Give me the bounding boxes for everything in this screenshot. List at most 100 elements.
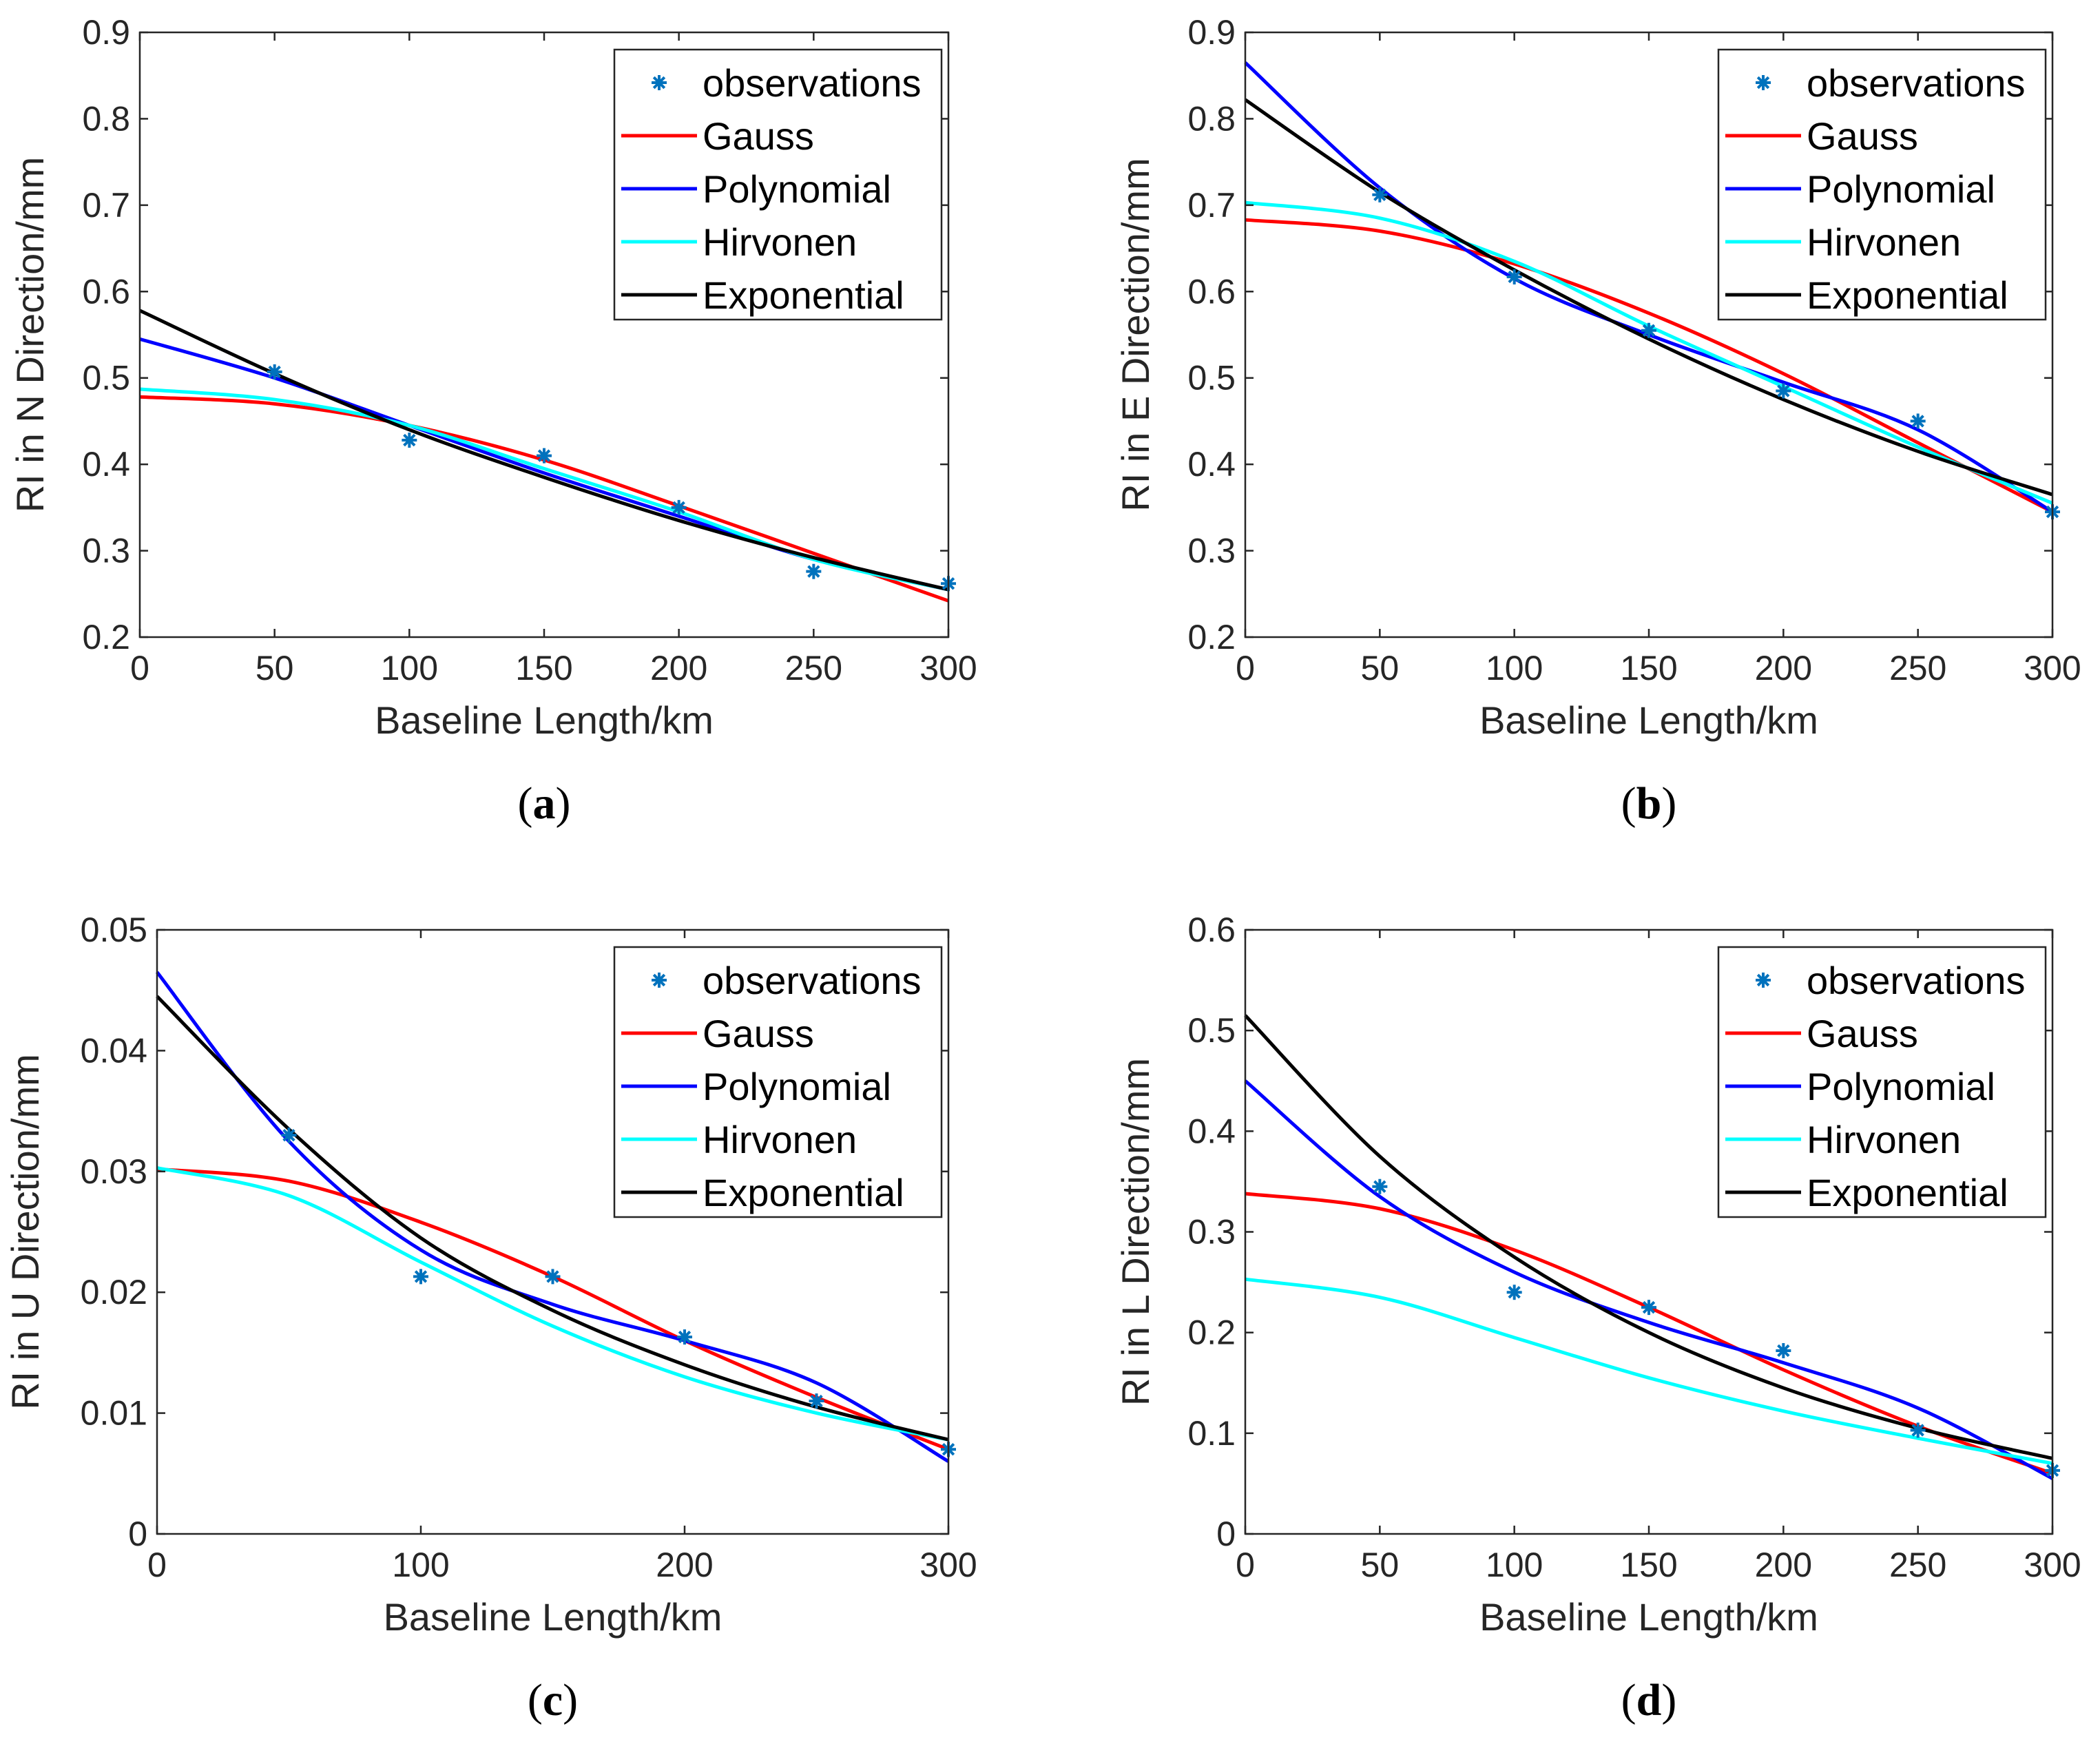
x-axis-label: Baseline Length/km xyxy=(1479,698,1818,742)
series-line-hirvonen xyxy=(1245,1277,2053,1466)
caption-letter: b xyxy=(1636,778,1662,829)
observation-point xyxy=(1910,1422,1926,1438)
y-tick-label: 0 xyxy=(128,1515,147,1553)
observation-star-stroke xyxy=(678,1330,692,1344)
legend-label: Hirvonen xyxy=(703,220,857,264)
x-tick-label: 50 xyxy=(1361,649,1400,687)
observation-point xyxy=(677,1329,692,1345)
series-line-gauss xyxy=(1245,218,2054,514)
legend-label: Hirvonen xyxy=(703,1118,857,1161)
observation-star-stroke xyxy=(1642,1300,1656,1314)
subplot-a: 0 50 100 150 200 250 300 0.2 0.3 0.4 0.5 0.6 0.7 0.8 0… xyxy=(8,13,977,829)
legend-marker-observations xyxy=(1756,75,1771,90)
x-tick-label: 50 xyxy=(1361,1546,1400,1584)
observation-star-stroke xyxy=(1373,1180,1386,1193)
y-tick-label: 0.04 xyxy=(81,1031,147,1070)
x-tick-label: 200 xyxy=(1755,1546,1812,1584)
observation-point xyxy=(1372,187,1388,202)
legend-label: Exponential xyxy=(1807,273,2008,317)
x-tick-label: 150 xyxy=(1620,649,1677,687)
y-tick-label: 0.9 xyxy=(1187,13,1236,52)
observation-star-stroke xyxy=(1508,270,1521,284)
legend-label: Polynomial xyxy=(1807,1065,1995,1108)
legend-label: Gauss xyxy=(703,114,814,158)
y-tick-label: 0.7 xyxy=(1187,186,1236,225)
series-line-polynomial xyxy=(156,970,950,1463)
caption-paren: ) xyxy=(556,778,571,829)
y-tick-label: 0.7 xyxy=(82,186,130,225)
y-tick-label: 0.3 xyxy=(82,532,130,570)
y-tick-label: 0.5 xyxy=(1187,359,1236,397)
observation-star-stroke xyxy=(537,449,551,462)
caption-paren: ( xyxy=(528,1675,543,1725)
x-tick-label: 100 xyxy=(392,1546,449,1584)
x-axis-label: Baseline Length/km xyxy=(1479,1595,1818,1639)
observation-star-stroke xyxy=(1777,384,1790,397)
subplot-caption: (b) xyxy=(1621,778,1677,829)
legend-label: Gauss xyxy=(703,1012,814,1055)
observation-star-stroke xyxy=(1508,1286,1521,1299)
legend: observations Gauss Polynomial Hirvonen Expon… xyxy=(1717,48,2047,321)
observation-point xyxy=(413,1269,428,1285)
y-tick-label: 0.6 xyxy=(1187,272,1236,311)
x-tick-label: 0 xyxy=(1236,1546,1255,1584)
legend-label: Gauss xyxy=(1807,114,1918,158)
x-axis-label: Baseline Length/km xyxy=(375,698,714,742)
observation-star-stroke xyxy=(1911,1424,1924,1437)
legend-label: Exponential xyxy=(703,1171,904,1214)
subplot-caption: (d) xyxy=(1621,1675,1677,1725)
legend-box xyxy=(1717,946,2047,1218)
observation-point xyxy=(806,563,822,579)
observation-point xyxy=(1910,413,1926,429)
legend-label: Polynomial xyxy=(1807,167,1995,211)
caption-paren: ) xyxy=(1661,778,1676,829)
observation-point xyxy=(402,433,417,448)
y-tick-label: 0.05 xyxy=(81,911,147,949)
legend: observations Gauss Polynomial Hirvonen Expon… xyxy=(613,48,943,321)
y-tick-label: 0.1 xyxy=(1187,1414,1236,1453)
y-tick-label: 0.03 xyxy=(81,1152,147,1191)
x-tick-label: 150 xyxy=(1620,1546,1677,1584)
legend-marker-observations xyxy=(652,75,667,90)
observation-point xyxy=(1506,1285,1522,1300)
observation-star-stroke xyxy=(268,365,281,379)
caption-letter: c xyxy=(543,1675,563,1725)
x-tick-label: 100 xyxy=(1486,649,1543,687)
y-axis-label: RI in E Direction/mm xyxy=(1114,158,1157,511)
observation-star-stroke xyxy=(810,1394,823,1408)
legend-box xyxy=(1717,48,2047,321)
legend-label: Exponential xyxy=(1807,1171,2008,1214)
legend-label: Exponential xyxy=(703,273,904,317)
x-tick-label: 200 xyxy=(1755,649,1812,687)
y-tick-label: 0.3 xyxy=(1187,532,1236,570)
y-tick-label: 0.2 xyxy=(1187,1313,1236,1352)
caption-paren: ( xyxy=(1621,1675,1636,1725)
x-tick-label: 0 xyxy=(130,649,149,687)
y-axis-label: RI in L Direction/mm xyxy=(1114,1058,1157,1406)
y-tick-label: 0.2 xyxy=(1187,618,1236,656)
legend-box xyxy=(613,48,943,321)
series-line-polynomial xyxy=(1244,1079,2054,1480)
caption-letter: d xyxy=(1636,1675,1662,1725)
y-tick-label: 0.02 xyxy=(81,1273,147,1311)
observation-star-stroke xyxy=(1911,415,1924,428)
subplot-caption: (c) xyxy=(528,1675,578,1725)
y-tick-label: 0.2 xyxy=(82,618,130,656)
legend-label: observations xyxy=(703,61,922,105)
y-tick-label: 0.4 xyxy=(1187,445,1236,484)
y-tick-label: 0.5 xyxy=(1187,1011,1236,1050)
y-tick-label: 0.8 xyxy=(1187,99,1236,138)
legend-label: observations xyxy=(703,959,922,1002)
y-tick-label: 0.9 xyxy=(82,13,130,52)
legend-label: observations xyxy=(1807,61,2026,105)
subplot-b: 0 50 100 150 200 250 300 0.2 0.3 0.4 0.5 0.6 0.7 0.8 0… xyxy=(1114,13,2081,829)
x-tick-label: 250 xyxy=(785,649,842,687)
legend-marker-observations xyxy=(1756,973,1771,988)
series-line-hirvonen xyxy=(156,1166,949,1442)
x-tick-label: 150 xyxy=(515,649,572,687)
x-axis-label: Baseline Length/km xyxy=(384,1595,722,1639)
observation-star-stroke xyxy=(282,1128,295,1142)
legend-label: observations xyxy=(1807,959,2026,1002)
y-tick-label: 0.6 xyxy=(82,272,130,311)
